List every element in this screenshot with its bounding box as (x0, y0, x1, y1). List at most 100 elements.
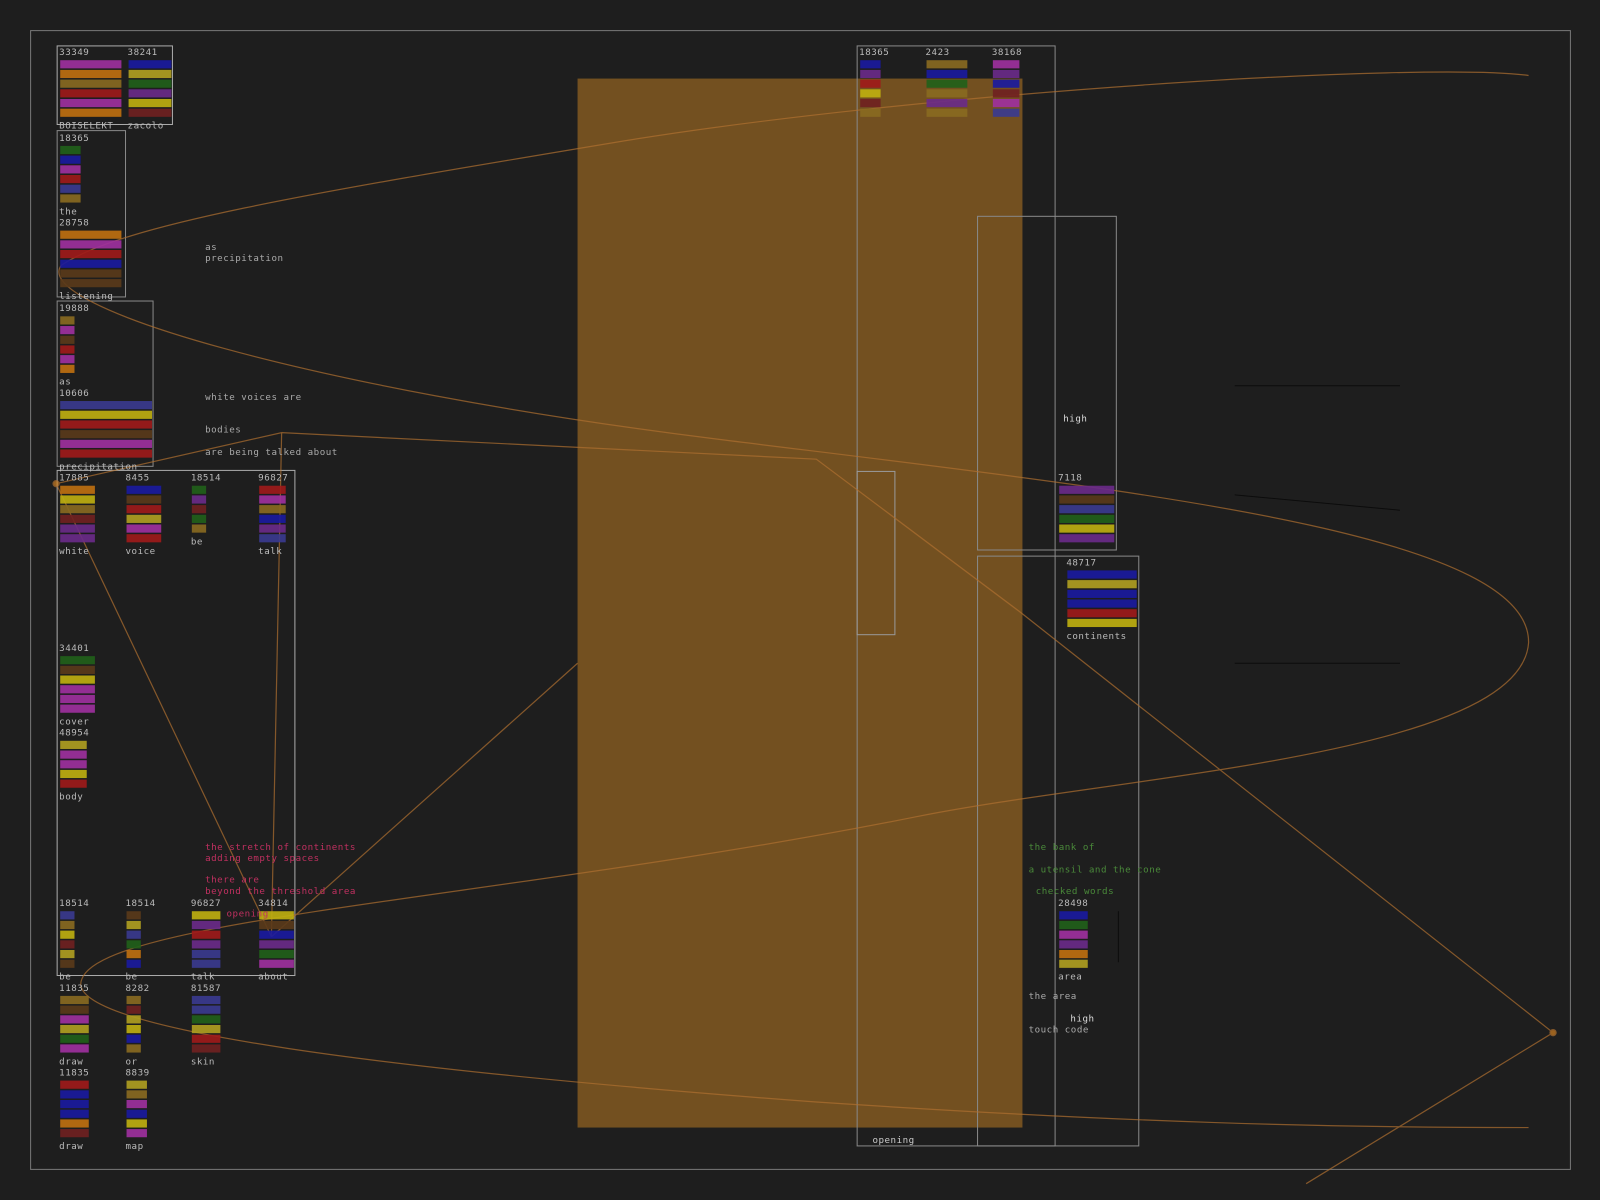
block-number: 28758 (59, 218, 89, 229)
bar (992, 98, 1020, 108)
block-number: 96827 (191, 898, 221, 909)
block-label: cover (59, 716, 89, 727)
bar (259, 930, 294, 939)
bar (191, 940, 221, 949)
curves (52, 71, 1557, 1185)
block-label: white (59, 546, 89, 557)
bar (926, 89, 968, 98)
word-block: 48954 body (59, 728, 89, 803)
block-number: 17885 (59, 473, 89, 484)
word-block: 10606 precipitation (59, 388, 153, 472)
trace-node (52, 480, 60, 488)
bar (860, 69, 881, 79)
bar (992, 79, 1020, 88)
text-fragment: are being talked about (205, 447, 338, 458)
block-label: the (59, 206, 77, 217)
bar (126, 1129, 147, 1138)
block-frame (56, 130, 127, 298)
bar (926, 108, 968, 117)
bar (860, 89, 881, 98)
block-label: as (59, 377, 71, 388)
bar (1059, 959, 1088, 968)
bar (1059, 920, 1088, 930)
word-block: 34814 about (258, 898, 294, 983)
bar (1067, 618, 1137, 628)
bar (60, 430, 153, 439)
text-fragment: adding empty spaces (205, 853, 320, 864)
bar (1067, 580, 1137, 589)
bar (60, 259, 122, 268)
block-number: 19888 (59, 303, 89, 314)
block-number: 96827 (258, 473, 288, 484)
bar (60, 89, 122, 98)
block-number: 48954 (59, 728, 89, 739)
bar (60, 326, 75, 335)
block-frame (56, 469, 296, 977)
bar (926, 98, 968, 108)
trace-curve (58, 71, 1530, 1129)
bar (191, 1044, 221, 1053)
bar (126, 1119, 147, 1128)
block-label: skin (191, 1056, 215, 1067)
bar (60, 175, 81, 184)
bar (60, 524, 95, 533)
block-label: talk (191, 972, 215, 983)
word-block: 38168 (992, 47, 1021, 117)
bar (992, 60, 1020, 69)
text-fragment: there are (205, 875, 259, 886)
bar (860, 79, 881, 88)
bar (60, 410, 153, 419)
bar (191, 911, 221, 920)
bar (860, 108, 881, 117)
bar (191, 524, 207, 533)
guide-lines (1117, 385, 1401, 963)
bar (191, 1025, 221, 1034)
bar (926, 60, 968, 69)
bar (60, 230, 122, 239)
bar (60, 485, 95, 494)
block-label: zacolo (128, 121, 164, 132)
bar (60, 995, 89, 1005)
block-number: 18514 (126, 898, 156, 909)
bar (992, 108, 1020, 117)
bar (992, 69, 1020, 79)
bar (60, 959, 75, 968)
word-block: 8839 map (126, 1068, 150, 1152)
word-block: 38241 zacolo (128, 47, 172, 132)
bar (259, 485, 286, 494)
bar (60, 950, 75, 959)
bar (126, 534, 162, 543)
text-fragment: opening (872, 1135, 914, 1146)
bar (1059, 534, 1115, 543)
block-number: 33349 (59, 47, 89, 58)
word-block: 28758 listening (59, 218, 122, 302)
bar (126, 940, 141, 949)
bar (60, 760, 87, 769)
bar (126, 485, 162, 494)
bar (60, 1080, 89, 1089)
word-block: 8455 voice (126, 473, 162, 557)
text-fragment: high (1070, 1013, 1094, 1024)
bar (60, 250, 122, 259)
bar (60, 769, 87, 779)
word-block: 2423 (926, 47, 968, 117)
block-label: body (59, 791, 83, 802)
bar (60, 665, 95, 674)
word-block: 18514 be (59, 898, 89, 982)
bar (191, 485, 207, 494)
bar (128, 69, 172, 79)
block-number: 38241 (128, 47, 158, 58)
block-frame (56, 45, 173, 125)
bar (128, 79, 172, 88)
text-fragment: the area (1029, 991, 1077, 1002)
bar (60, 240, 122, 249)
block-label: map (126, 1141, 144, 1152)
bar (126, 514, 162, 523)
word-block: 18365 (859, 47, 889, 117)
bar (60, 155, 81, 164)
word-block: 8282 or (126, 983, 150, 1067)
bar (126, 1109, 147, 1118)
block-frame (856, 470, 896, 636)
